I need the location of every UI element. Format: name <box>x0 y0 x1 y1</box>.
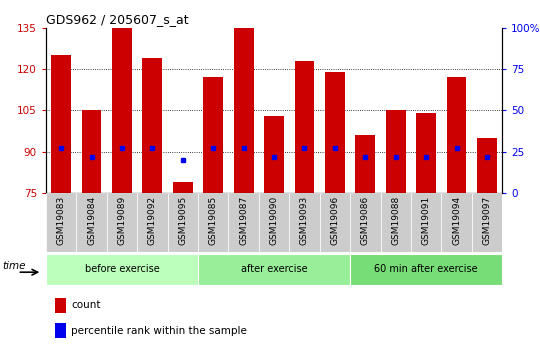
Bar <box>477 138 497 193</box>
Bar <box>76 193 107 252</box>
Bar <box>325 72 345 193</box>
Bar <box>198 193 228 252</box>
Text: after exercise: after exercise <box>241 264 307 274</box>
Text: GSM19087: GSM19087 <box>239 196 248 245</box>
Bar <box>320 193 350 252</box>
Bar <box>447 77 467 193</box>
Bar <box>51 55 71 193</box>
Text: before exercise: before exercise <box>85 264 159 274</box>
Bar <box>55 323 66 338</box>
Text: 60 min after exercise: 60 min after exercise <box>374 264 478 274</box>
Bar <box>173 182 193 193</box>
Text: GSM19093: GSM19093 <box>300 196 309 245</box>
Bar <box>112 25 132 193</box>
Bar <box>411 193 441 252</box>
Text: GDS962 / 205607_s_at: GDS962 / 205607_s_at <box>46 13 188 27</box>
Bar <box>107 193 137 252</box>
Bar <box>295 61 314 193</box>
Bar <box>416 113 436 193</box>
Bar <box>386 110 406 193</box>
Bar <box>289 193 320 252</box>
Text: GSM19094: GSM19094 <box>452 196 461 245</box>
Bar <box>198 254 350 285</box>
Text: GSM19092: GSM19092 <box>148 196 157 245</box>
Bar <box>228 193 259 252</box>
Text: GSM19085: GSM19085 <box>208 196 218 245</box>
Text: GSM19089: GSM19089 <box>118 196 126 245</box>
Text: GSM19091: GSM19091 <box>422 196 431 245</box>
Text: GSM19083: GSM19083 <box>57 196 66 245</box>
Bar <box>350 254 502 285</box>
Bar <box>355 135 375 193</box>
Text: GSM19095: GSM19095 <box>178 196 187 245</box>
Bar <box>472 193 502 252</box>
Text: GSM19086: GSM19086 <box>361 196 370 245</box>
Text: time: time <box>2 261 26 271</box>
Text: percentile rank within the sample: percentile rank within the sample <box>71 326 247 336</box>
Bar <box>143 58 162 193</box>
Bar <box>137 193 167 252</box>
Bar <box>441 193 472 252</box>
Text: count: count <box>71 300 100 310</box>
Bar <box>350 193 381 252</box>
Bar <box>264 116 284 193</box>
Text: GSM19096: GSM19096 <box>330 196 339 245</box>
Bar <box>381 193 411 252</box>
Bar <box>46 193 76 252</box>
Bar <box>167 193 198 252</box>
Text: GSM19097: GSM19097 <box>483 196 491 245</box>
Text: GSM19084: GSM19084 <box>87 196 96 245</box>
Bar <box>55 297 66 313</box>
Text: GSM19088: GSM19088 <box>391 196 400 245</box>
Text: GSM19090: GSM19090 <box>269 196 279 245</box>
Bar <box>204 77 223 193</box>
Bar <box>259 193 289 252</box>
Bar <box>46 254 198 285</box>
Bar <box>234 28 253 193</box>
Bar <box>82 110 102 193</box>
